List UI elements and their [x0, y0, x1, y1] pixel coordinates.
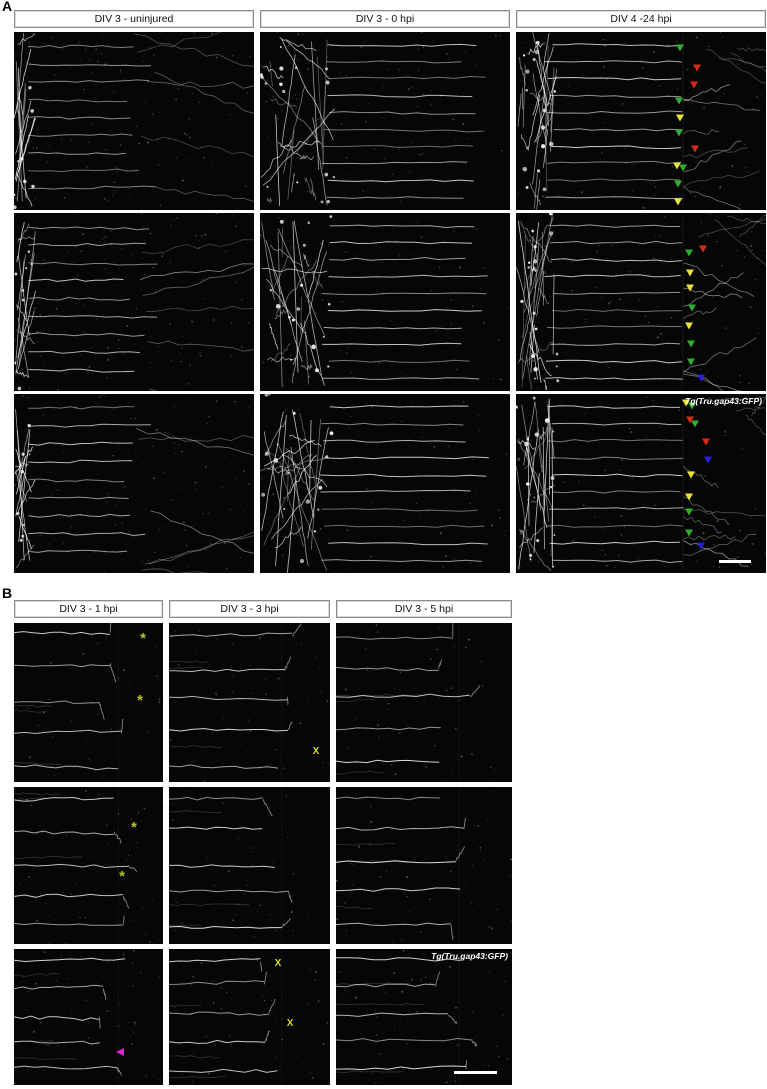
- arrowhead-icon: [690, 420, 699, 428]
- arrowhead-icon: [673, 162, 681, 170]
- x-mark-icon: X: [286, 1017, 294, 1029]
- micrograph-art: [14, 213, 254, 391]
- arrowhead-icon: [688, 304, 696, 312]
- micrograph-b-r3c3: Tg(Tru.gap43:GFP): [336, 949, 512, 1085]
- panel-b-header: DIV 3 - 1 hpi DIV 3 - 3 hpi DIV 3 - 5 hp…: [14, 600, 512, 618]
- micrograph-art: [14, 949, 161, 1085]
- arrowhead-icon: [687, 340, 695, 348]
- transgene-label: Tg(Tru.gap43:GFP): [685, 396, 762, 406]
- micrograph-art: [169, 623, 330, 782]
- arrowhead-icon: [674, 97, 683, 105]
- transgene-label: Tg(Tru.gap43:GFP): [431, 951, 508, 961]
- micrograph-art: [516, 213, 766, 391]
- column-header-div3-3hpi: DIV 3 - 3 hpi: [169, 600, 330, 618]
- x-mark-icon: X: [312, 745, 320, 757]
- x-mark-icon: X: [274, 957, 282, 969]
- panel-b: DIV 3 - 1 hpi DIV 3 - 3 hpi DIV 3 - 5 hp…: [14, 600, 512, 1085]
- column-header-div3-5hpi: DIV 3 - 5 hpi: [336, 600, 512, 618]
- asterisk-icon: *: [119, 867, 125, 885]
- panel-b-label: B: [2, 585, 13, 601]
- micrograph-art: [260, 394, 509, 573]
- arrowhead-icon: [687, 402, 696, 410]
- micrograph-b-r3c1: [14, 949, 163, 1085]
- column-header-div3-1hpi: DIV 3 - 1 hpi: [14, 600, 163, 618]
- arrowhead-icon: [687, 471, 695, 479]
- asterisk-icon: *: [140, 629, 146, 647]
- arrowhead-icon: [674, 180, 682, 188]
- micrograph-art: [14, 394, 254, 573]
- micrograph-art: [336, 949, 512, 1085]
- micrograph-art: [516, 396, 766, 573]
- arrowhead-icon: [687, 358, 695, 366]
- micrograph-b-r1c2: X: [169, 623, 330, 782]
- asterisk-icon: *: [137, 691, 143, 709]
- arrowhead-icon: [704, 456, 712, 464]
- micrograph-art: [336, 623, 512, 782]
- micrograph-b-r2c2: [169, 787, 330, 944]
- micrograph-b-r1c3: [336, 623, 512, 782]
- micrograph-a-r1c3: [516, 32, 766, 210]
- arrowhead-icon: [685, 322, 693, 330]
- arrowhead-icon: [674, 198, 682, 206]
- micrograph-art: [260, 215, 510, 391]
- arrowhead-icon: [699, 245, 707, 253]
- arrowhead-icon: [697, 374, 705, 382]
- arrowhead-icon: [690, 81, 698, 89]
- arrowhead-icon: [685, 249, 693, 257]
- micrograph-a-r2c3: [516, 213, 766, 391]
- panel-a: DIV 3 - uninjured DIV 3 - 0 hpi DIV 4 -2…: [14, 10, 766, 573]
- column-header-div3-0hpi: DIV 3 - 0 hpi: [260, 10, 510, 28]
- micrograph-b-r2c1: * *: [14, 787, 163, 944]
- arrowhead-icon: [676, 44, 684, 52]
- panel-a-label: A: [2, 0, 13, 14]
- micrograph-b-r2c3: [336, 787, 512, 944]
- arrowhead-icon: [702, 438, 710, 446]
- panel-a-header: DIV 3 - uninjured DIV 3 - 0 hpi DIV 4 -2…: [14, 10, 766, 28]
- micrograph-a-r1c1: [14, 32, 254, 210]
- micrograph-art: [517, 32, 766, 210]
- arrowhead-icon: [115, 1047, 124, 1056]
- arrowhead-icon: [686, 269, 694, 277]
- micrograph-a-r1c2: [260, 32, 510, 210]
- arrowhead-icon: [685, 508, 693, 516]
- micrograph-a-r2c1: [14, 213, 254, 391]
- micrograph-art: [14, 32, 254, 210]
- micrograph-a-r3c2: [260, 394, 510, 573]
- micrograph-a-r3c3: Tg(Tru.gap43:GFP): [516, 394, 766, 573]
- arrowhead-icon: [691, 145, 699, 153]
- micrograph-art: [14, 787, 163, 944]
- scale-bar: [453, 1071, 498, 1075]
- arrowhead-icon: [685, 529, 693, 537]
- micrograph-a-r3c1: [14, 394, 254, 573]
- arrowhead-icon: [693, 64, 701, 72]
- micrograph-art: [169, 787, 328, 944]
- column-header-div3-uninjured: DIV 3 - uninjured: [14, 10, 254, 28]
- micrograph-art: [260, 32, 506, 208]
- micrograph-b-r1c1: * *: [14, 623, 163, 782]
- scale-bar: [718, 559, 751, 563]
- arrowhead-icon: [679, 164, 687, 172]
- micrograph-a-r2c2: [260, 213, 510, 391]
- arrowhead-icon: [697, 542, 705, 550]
- micrograph-art: [14, 623, 161, 782]
- arrowhead-icon: [686, 416, 694, 424]
- panel-a-grid: Tg(Tru.gap43:GFP): [14, 32, 766, 573]
- arrowhead-icon: [685, 493, 693, 501]
- micrograph-art: [336, 787, 512, 944]
- column-header-div4-24hpi: DIV 4 -24 hpi: [516, 10, 766, 28]
- arrowhead-icon: [686, 284, 694, 292]
- arrowhead-icon: [676, 114, 684, 122]
- micrograph-art: [169, 949, 329, 1085]
- asterisk-icon: *: [131, 818, 137, 836]
- arrowhead-icon: [674, 129, 683, 137]
- arrowhead-icon: [682, 399, 690, 407]
